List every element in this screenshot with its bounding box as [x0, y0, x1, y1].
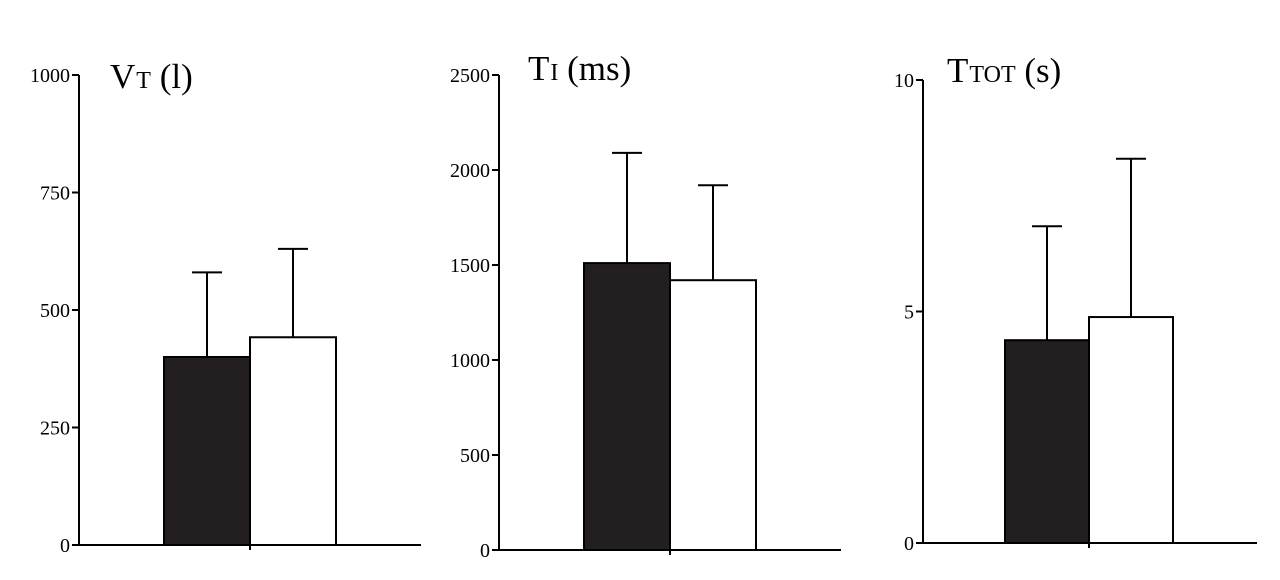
title-symbol: V	[110, 57, 135, 96]
panel-inspiratory-time: 0 500 1000 1500 2000 2500 TI (ms)	[450, 49, 841, 562]
bar-filled	[163, 356, 251, 546]
title-unit: (s)	[1016, 51, 1062, 90]
y-tick-label: 1000	[30, 65, 70, 87]
title-unit: (ms)	[558, 49, 631, 88]
title-symbol: T	[528, 49, 549, 88]
title-subscript: I	[550, 60, 558, 86]
y-tick-label: 500	[40, 300, 70, 322]
title-symbol: T	[947, 51, 968, 90]
bar-open	[1088, 316, 1174, 544]
panel-title: TTOT (s)	[947, 51, 1061, 90]
panel-title: TI (ms)	[528, 49, 631, 88]
bar-filled	[1004, 339, 1090, 544]
y-tick-label: 10	[894, 70, 914, 92]
title-unit: (l)	[151, 57, 193, 96]
panel-total-time: 0 5 10 TTOT (s)	[894, 51, 1257, 555]
y-tick-label: 5	[904, 302, 914, 324]
y-tick-label: 1000	[450, 350, 490, 372]
y-tick-label: 500	[460, 445, 490, 467]
panel-tidal-volume: 0 250 500 750 1000 VT (l)	[30, 57, 421, 557]
panel-title: VT (l)	[110, 57, 193, 96]
y-tick-label: 2500	[450, 65, 490, 87]
y-tick-label: 2000	[450, 160, 490, 182]
y-tick-label: 750	[40, 183, 70, 205]
title-subscript: TOT	[969, 62, 1016, 88]
bar-open	[249, 336, 337, 547]
y-tick-label: 0	[60, 535, 70, 557]
y-tick-label: 0	[480, 540, 490, 562]
y-tick-label: 250	[40, 418, 70, 440]
bar-open	[669, 279, 757, 551]
y-tick-label: 0	[904, 533, 914, 555]
y-tick-label: 1500	[450, 255, 490, 277]
bar-filled	[583, 262, 671, 551]
title-subscript: T	[136, 68, 151, 94]
